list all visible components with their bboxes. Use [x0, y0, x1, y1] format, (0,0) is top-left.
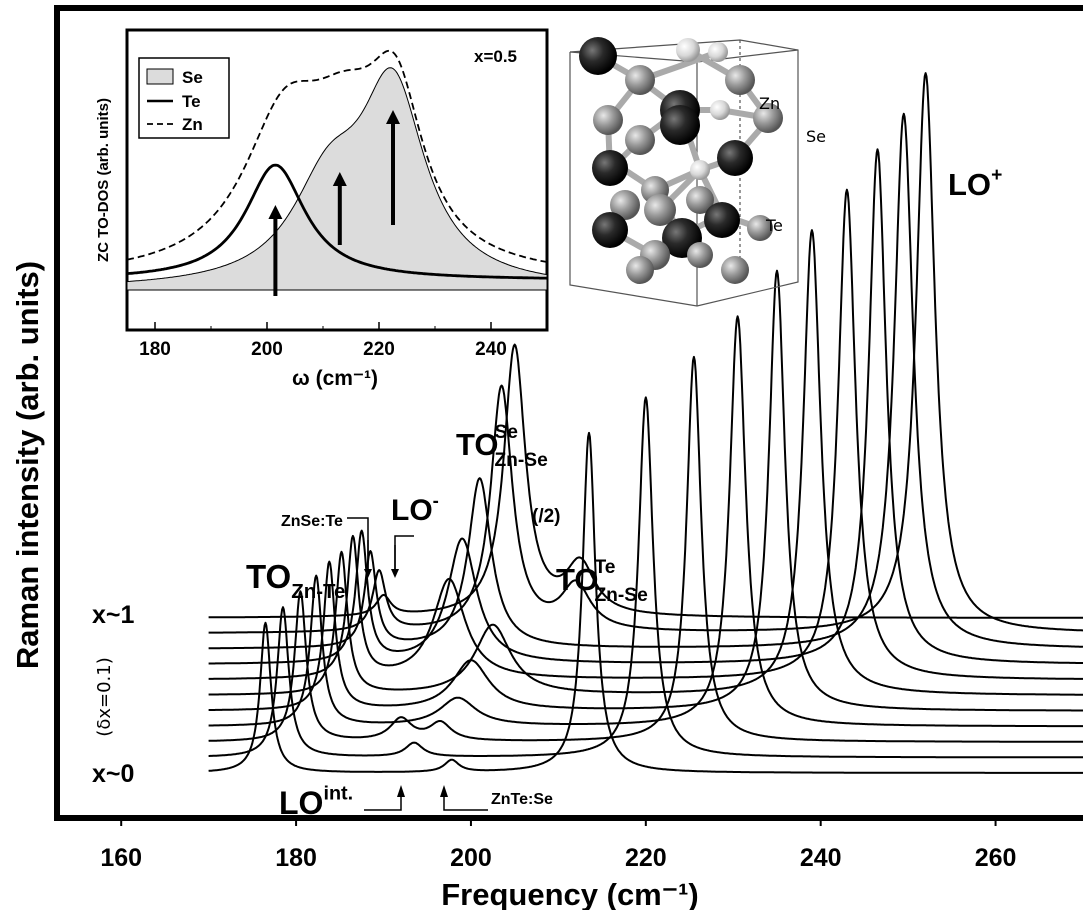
annotation-label: ZnTe:Se	[491, 791, 553, 808]
annotation-label: LO-	[391, 490, 439, 528]
inset-x-tick-label: 240	[475, 339, 507, 360]
legend-swatch-se	[146, 68, 174, 85]
atom	[610, 190, 640, 220]
row-label-bottom: x~0	[92, 760, 134, 788]
spectrum-x-0-3	[208, 315, 1083, 728]
annotation-label: TOZn-Te	[246, 558, 345, 603]
atoms	[579, 37, 783, 284]
main-x-ticks: 160 180 200 220 240 260	[100, 815, 1016, 872]
atom	[704, 202, 740, 238]
inset-title: x=0.5	[474, 47, 517, 66]
main-x-tick-label: 220	[625, 844, 667, 872]
inset-arrowhead	[268, 205, 283, 219]
annotation-sup: Se	[494, 422, 518, 443]
main-x-tick-label: 240	[800, 844, 842, 872]
main-xlabel: Frequency (cm⁻¹)	[441, 877, 699, 910]
spectrum-x-0-2	[208, 355, 1083, 743]
atom	[644, 194, 676, 226]
annotation-label: TO	[456, 427, 499, 462]
atom	[593, 105, 623, 135]
atom	[592, 212, 628, 248]
atom	[747, 215, 773, 241]
main-x-tick-label: 260	[975, 844, 1017, 872]
atom-label-se: Se	[806, 127, 826, 146]
main-x-tick-label: 180	[275, 844, 317, 872]
atom	[710, 100, 730, 120]
spectrum-x-0-4	[208, 269, 1083, 712]
step-label: (δx=0.1)	[94, 657, 115, 736]
legend-label-te: Te	[182, 92, 201, 111]
spectrum-x-1	[208, 343, 1083, 619]
atom-label-te: Te	[765, 216, 783, 235]
atom	[753, 103, 783, 133]
inset-x-ticks: 180 200 220 240	[139, 322, 507, 360]
main-ylabel: Raman intensity (arb. units)	[10, 261, 45, 669]
main-x-tick-label: 160	[100, 844, 142, 872]
atom	[708, 42, 728, 62]
main-spectra	[208, 72, 1083, 774]
inset-arrowhead	[332, 172, 347, 186]
inset-legend: Se Te Zn	[138, 57, 230, 139]
atom	[626, 256, 654, 284]
atom	[687, 242, 713, 268]
atom	[660, 105, 700, 145]
atom	[690, 160, 710, 180]
inset-curve-te	[126, 163, 548, 280]
atom	[721, 256, 749, 284]
spectrum-x-0	[208, 431, 1083, 774]
row-label-top: x~1	[92, 601, 135, 629]
annotation-label: TO	[556, 562, 599, 597]
legend-label-zn: Zn	[182, 115, 203, 134]
annotation-sup: Te	[594, 557, 615, 578]
inset-arrowhead	[386, 110, 400, 124]
atom	[625, 65, 655, 95]
atom	[592, 150, 628, 186]
inset-x-tick-label: 180	[139, 339, 171, 360]
inset-x-tick-label: 220	[363, 339, 395, 360]
inset-curves	[126, 49, 548, 296]
spectrum-x-0-5	[208, 229, 1083, 696]
annotation-arrowhead	[364, 569, 372, 578]
main-plot-frame	[54, 5, 1083, 821]
annotation-sub: Zn-Se	[594, 585, 648, 606]
atom	[676, 38, 700, 62]
spectrum-x-0-7	[208, 148, 1083, 665]
spectrum-x-0-6	[208, 188, 1083, 680]
crystal-structure: Zn Se Te	[569, 37, 826, 307]
main-x-tick-label: 200	[450, 844, 492, 872]
inset-x-tick-label: 200	[251, 339, 283, 360]
spectrum-x-0-8	[208, 112, 1083, 650]
annotation-label: LOint.	[279, 783, 353, 821]
inset-curve-zn	[126, 49, 548, 263]
atom	[717, 140, 753, 176]
inset-ylabel: ZC TO-DOS (arb. units)	[95, 98, 112, 262]
annotation-sub: Zn-Se	[494, 450, 548, 471]
atom-label-zn: Zn	[759, 94, 780, 113]
spectrum-x-0-1	[208, 396, 1083, 759]
inset-dos: 180 200 220 240 ZC TO-DOS (arb. units) ω (c…	[95, 28, 549, 390]
atom	[579, 37, 617, 75]
annotation-label: LO+	[948, 165, 1002, 202]
atom	[725, 65, 755, 95]
annotation-label: (/2)	[532, 506, 561, 527]
annotation-label: ZnSe:Te	[281, 513, 343, 530]
atom	[686, 186, 714, 214]
spectrum-x-0-9	[208, 72, 1083, 634]
legend-label-se: Se	[182, 68, 203, 87]
atom	[625, 125, 655, 155]
annotation-arrowhead	[391, 569, 399, 578]
inset-xlabel: ω (cm⁻¹)	[292, 367, 378, 390]
